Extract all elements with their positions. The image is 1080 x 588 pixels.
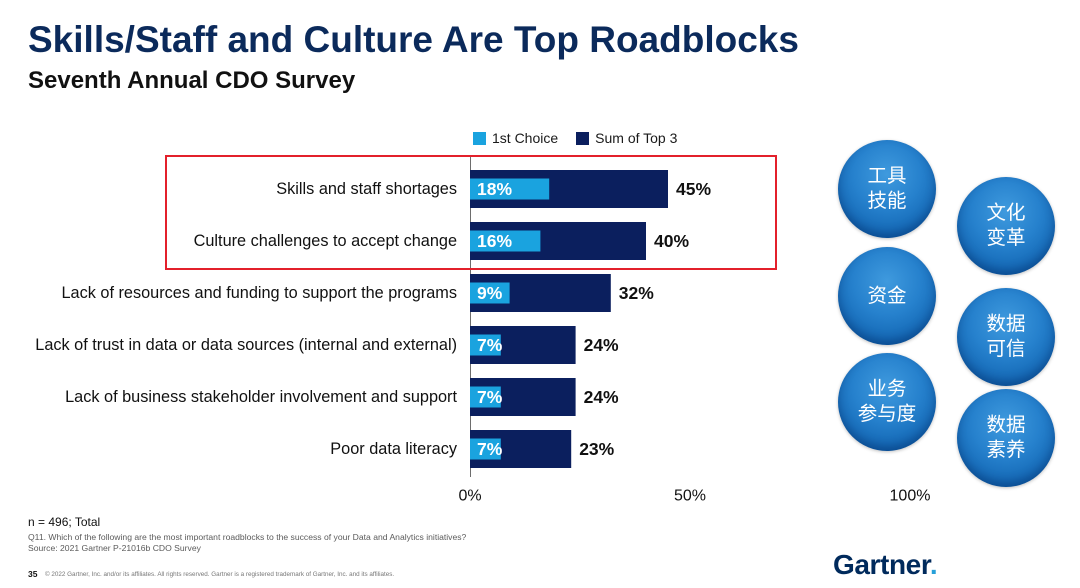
legend-label-sum-of-top-3: Sum of Top 3	[595, 130, 678, 146]
bubble-text: 技能	[867, 190, 907, 212]
bubble-text: 工具	[867, 165, 907, 187]
bubble-funding: 资金	[838, 247, 936, 345]
slide-title: Skills/Staff and Culture Are Top Roadblo…	[28, 19, 799, 60]
category-label: Lack of business stakeholder involvement…	[65, 388, 457, 406]
bar-1st-choice	[470, 438, 501, 460]
bar-1st-choice	[470, 230, 541, 252]
bubble-tools-skills: 工具 技能	[838, 140, 936, 238]
x-tick-label: 0%	[458, 488, 481, 505]
data-label-1st-choice: 7%	[477, 387, 503, 407]
bubble-data-trust: 数据 可信	[957, 288, 1055, 386]
bar-1st-choice	[470, 282, 510, 304]
bubble-text: 可信	[986, 338, 1026, 360]
data-label-1st-choice: 18%	[477, 179, 512, 199]
source-note: Source: 2021 Gartner P-21016b CDO Survey	[28, 543, 201, 553]
category-label: Culture challenges to accept change	[194, 232, 457, 250]
chart-legend: 1st Choice Sum of Top 3	[473, 130, 677, 146]
bar-1st-choice	[470, 386, 501, 408]
data-label-sum-of-top-3: 40%	[654, 231, 689, 251]
copyright-notice: © 2022 Gartner, Inc. and/or its affiliat…	[45, 571, 395, 578]
x-tick-label: 100%	[890, 488, 931, 505]
slide-subtitle: Seventh Annual CDO Survey	[28, 67, 356, 94]
category-label: Lack of resources and funding to support…	[61, 284, 457, 302]
data-label-sum-of-top-3: 24%	[584, 387, 619, 407]
logo-wordmark: Gartner	[833, 549, 930, 580]
bubble-text: 资金	[867, 284, 907, 307]
bubble-business-involvement: 业务 参与度	[838, 353, 936, 451]
bubble-text: 参与度	[857, 403, 917, 425]
bubble-text: 文化	[986, 202, 1026, 224]
highlight-box	[165, 155, 777, 270]
bubble-data-literacy: 数据 素养	[957, 389, 1055, 487]
bubble-text: 数据	[986, 414, 1026, 436]
bubble-text: 业务	[867, 378, 907, 400]
bubble-text: 变革	[986, 227, 1026, 249]
logo-dot: .	[929, 549, 938, 580]
x-tick-label: 50%	[674, 488, 706, 505]
bubble-culture-change: 文化 变革	[957, 177, 1055, 275]
bar-1st-choice	[470, 178, 550, 200]
data-label-1st-choice: 7%	[477, 439, 503, 459]
question-note: Q11. Which of the following are the most…	[28, 532, 467, 542]
category-label: Skills and staff shortages	[276, 180, 457, 198]
category-label: Poor data literacy	[330, 440, 458, 458]
sample-size-note: n = 496; Total	[28, 515, 101, 529]
category-label: Lack of trust in data or data sources (i…	[35, 336, 457, 354]
data-label-sum-of-top-3: 45%	[676, 179, 711, 199]
bubble-text: 数据	[986, 313, 1026, 335]
gartner-logo: Gartner.	[833, 549, 938, 580]
data-label-sum-of-top-3: 32%	[619, 283, 654, 303]
bubble-text: 素养	[986, 439, 1026, 461]
data-label-1st-choice: 16%	[477, 231, 512, 251]
bar-1st-choice	[470, 334, 501, 356]
data-label-sum-of-top-3: 24%	[584, 335, 619, 355]
legend-swatch-1st-choice	[473, 131, 486, 145]
page-number: 35	[28, 569, 38, 579]
legend-label-1st-choice: 1st Choice	[492, 130, 559, 146]
data-label-1st-choice: 7%	[477, 335, 503, 355]
data-label-sum-of-top-3: 23%	[579, 439, 614, 459]
data-label-1st-choice: 9%	[477, 283, 503, 303]
legend-swatch-sum-of-top-3	[576, 131, 590, 145]
